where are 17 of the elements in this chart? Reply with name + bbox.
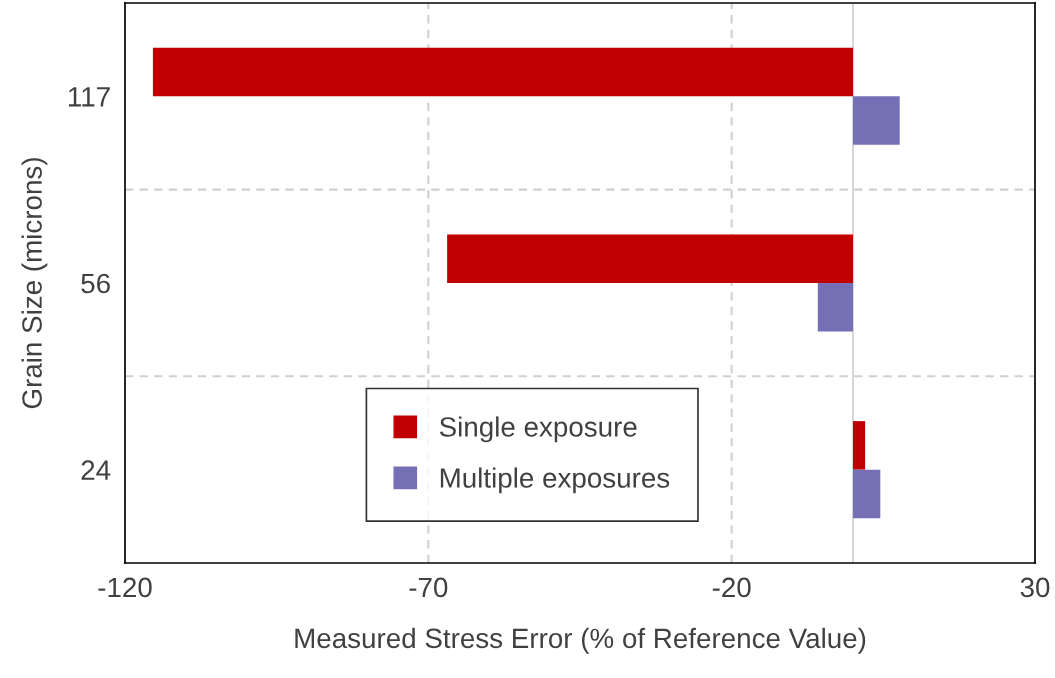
legend-label: Multiple exposures	[440, 467, 670, 494]
y-tick-label: 117	[68, 87, 110, 107]
x-tick-label: 30	[1020, 577, 1050, 598]
bar	[152, 47, 853, 97]
x-tick-label: -70	[409, 577, 448, 598]
bar	[853, 469, 881, 519]
x-tick-label: -20	[712, 577, 751, 598]
bar	[447, 234, 853, 283]
y-tick-label: 56	[81, 273, 110, 294]
y-axis-title: Grain Size (microns)	[21, 158, 48, 409]
bar	[853, 96, 900, 145]
bar	[817, 283, 853, 332]
y-tick-label: 24	[81, 460, 111, 480]
x-axis-title: Measured Stress Error (% of Reference Value)	[295, 627, 866, 654]
legend-label: Single exposure	[439, 416, 637, 443]
bar	[853, 421, 866, 470]
x-tick-label: -120	[98, 577, 152, 598]
